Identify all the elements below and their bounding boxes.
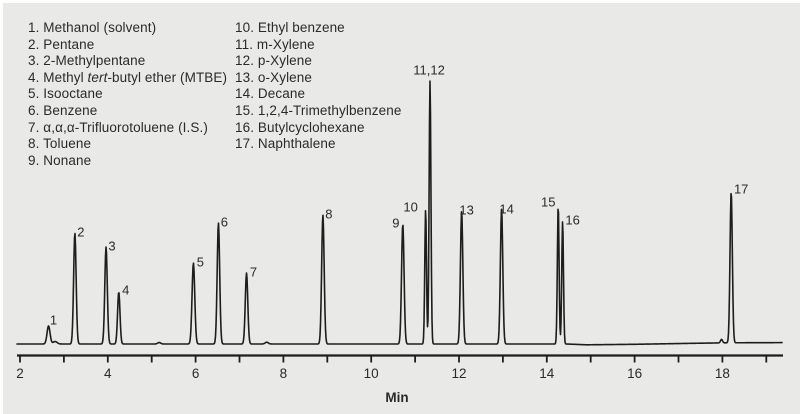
legend-item: 1. Methanol (solvent)	[28, 20, 157, 35]
x-axis-tick-label: 16	[627, 366, 642, 381]
peak-label: 4	[122, 283, 129, 298]
x-axis-tick-label: 14	[539, 366, 555, 381]
legend-item: 2. Pentane	[28, 36, 95, 52]
legend-item: 12. p-Xylene	[235, 53, 312, 69]
peak-label: 10	[403, 200, 417, 215]
legend-item: 16. Butylcyclohexane	[235, 119, 365, 135]
peak-label: 8	[325, 207, 332, 222]
legend-column-2: 10. Ethyl benzene 11. m-Xylene 12. p-Xylen…	[235, 20, 401, 153]
x-axis-tick-label: 6	[192, 366, 200, 381]
legend-item: 15. 1,2,4-Trimethylbenzene	[235, 102, 402, 118]
legend-item: 11. m-Xylene	[235, 36, 315, 52]
peak-labels: 1 2 3 4 5 6 7 8 9 10 11,12 13 14 15 16 17	[50, 63, 748, 328]
figure-panel	[3, 3, 800, 414]
x-axis-tick-label: 12	[451, 366, 466, 381]
legend-item: 10. Ethyl benzene	[235, 20, 345, 35]
x-axis-title: Min	[385, 390, 408, 405]
peak-label: 6	[221, 215, 228, 230]
peak-label: 3	[108, 239, 115, 254]
chromatogram-trace	[16, 80, 783, 346]
peak-label: 7	[250, 265, 257, 280]
legend-item: 4. Methyl tert-butyl ether (MTBE)	[28, 69, 228, 85]
legend-column-1: 1. Methanol (solvent) 2. Pentane 3. 2-Meth…	[28, 20, 227, 169]
peak-label: 16	[565, 213, 579, 228]
legend-item: 6. Benzene	[28, 102, 98, 118]
x-axis-tick-label: 10	[364, 366, 379, 381]
x-axis-tick-label: 4	[104, 366, 112, 381]
x-axis-tick-label: 8	[280, 366, 288, 381]
legend-item: 5. Isooctane	[28, 86, 103, 102]
legend-item: 17. Naphthalene	[235, 136, 336, 152]
peak-label: 15	[541, 195, 555, 210]
legend-item: 13. o-Xylene	[235, 69, 312, 85]
peak-label: 11,12	[413, 63, 445, 78]
peak-label: 13	[459, 203, 473, 218]
peak-label: 5	[197, 255, 204, 270]
legend-item: 8. Toluene	[28, 136, 92, 152]
legend-item: 9. Nonane	[28, 152, 92, 168]
legend-item: 3. 2-Methylpentane	[28, 53, 146, 69]
legend-item: 7. α,α,α-Trifluorotoluene (I.S.)	[28, 119, 208, 135]
x-axis-tick-label: 18	[715, 366, 730, 381]
peak-label: 2	[77, 225, 84, 240]
x-axis-tick-label: 2	[16, 366, 24, 381]
legend-item: 14. Decane	[235, 86, 306, 102]
peak-label: 9	[392, 216, 399, 231]
peak-label: 1	[50, 313, 57, 328]
peak-label: 17	[734, 182, 748, 197]
x-axis-tick-labels: 2 4 6 8 10 12 14 16 18	[16, 366, 730, 381]
peak-label: 14	[499, 202, 513, 217]
x-axis-ticks	[19, 356, 768, 363]
